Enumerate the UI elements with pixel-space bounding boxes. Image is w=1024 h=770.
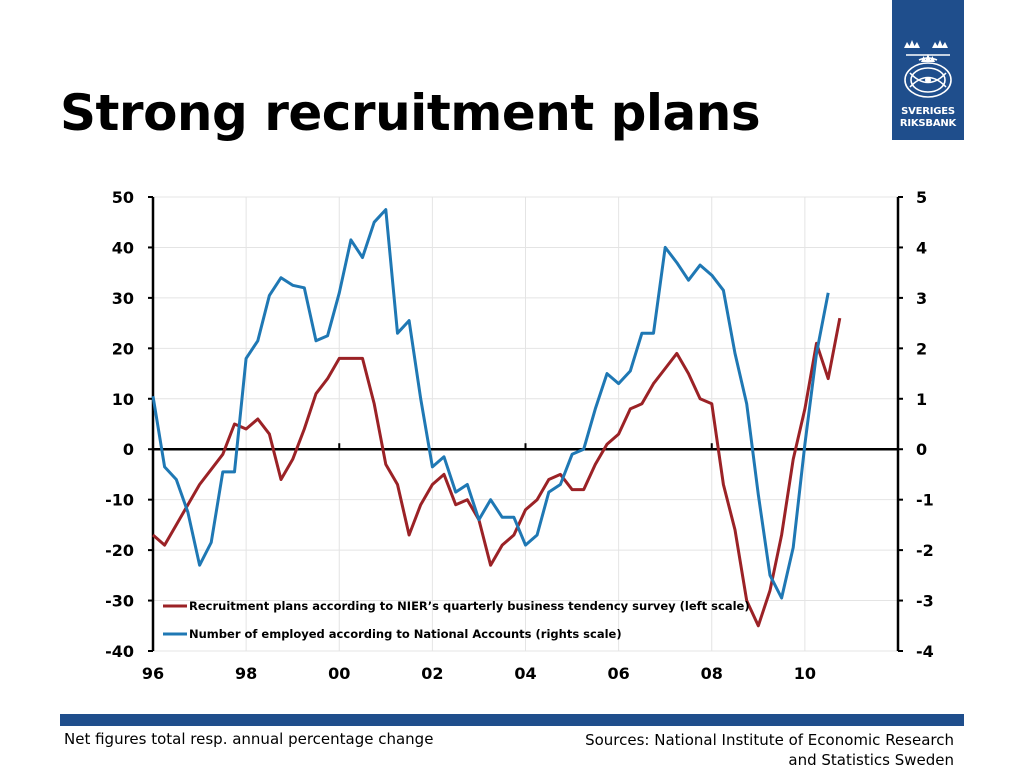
y-tick-label-left: -30 bbox=[105, 592, 134, 611]
y-tick-label-left: 40 bbox=[112, 238, 134, 257]
series-line-recruitment bbox=[152, 317, 842, 628]
series-line-employed bbox=[151, 208, 830, 600]
legend-label-employed: Number of employed according to National… bbox=[189, 627, 622, 641]
y-tick-label-right: 1 bbox=[916, 390, 927, 409]
x-tick-label: 02 bbox=[421, 664, 443, 683]
page-title: Strong recruitment plans bbox=[60, 84, 761, 142]
logo-text-line1: SVERIGES bbox=[901, 106, 955, 117]
y-tick-label-left: 20 bbox=[112, 339, 134, 358]
sources-text: Sources: National Institute of Economic … bbox=[585, 730, 954, 770]
riksbank-logo: SVERIGES RIKSBANK bbox=[892, 0, 964, 140]
y-tick-label-right: -4 bbox=[916, 642, 934, 661]
y-tick-label-right: 4 bbox=[916, 238, 927, 257]
sources-line-1: Sources: National Institute of Economic … bbox=[585, 731, 954, 749]
logo-text-line2: RIKSBANK bbox=[899, 118, 957, 129]
sources-line-2: and Statistics Sweden bbox=[788, 751, 954, 769]
x-tick-label: 98 bbox=[235, 664, 257, 683]
y-tick-label-right: -2 bbox=[916, 541, 934, 560]
y-tick-label-left: 50 bbox=[112, 188, 134, 207]
crown-icon bbox=[904, 40, 952, 98]
y-tick-label-left: -10 bbox=[105, 491, 134, 510]
y-tick-label-right: 0 bbox=[916, 440, 927, 459]
x-tick-label: 96 bbox=[142, 664, 164, 683]
y-tick-label-right: -3 bbox=[916, 592, 934, 611]
y-tick-label-left: -40 bbox=[105, 642, 134, 661]
y-tick-label-right: -1 bbox=[916, 491, 934, 510]
y-tick-label-right: 2 bbox=[916, 339, 927, 358]
x-tick-label: 06 bbox=[607, 664, 629, 683]
x-tick-label: 04 bbox=[514, 664, 536, 683]
x-tick-label: 00 bbox=[328, 664, 350, 683]
y-tick-label-right: 5 bbox=[916, 188, 927, 207]
footer-divider-bar bbox=[60, 714, 964, 726]
y-tick-label-left: 0 bbox=[123, 440, 134, 459]
legend-label-recruitment: Recruitment plans according to NIER’s qu… bbox=[189, 599, 750, 613]
footnote-text: Net figures total resp. annual percentag… bbox=[64, 730, 434, 748]
y-tick-label-right: 3 bbox=[916, 289, 927, 308]
y-tick-label-left: -20 bbox=[105, 541, 134, 560]
y-tick-label-left: 10 bbox=[112, 390, 134, 409]
x-tick-label: 08 bbox=[701, 664, 723, 683]
x-tick-label: 10 bbox=[794, 664, 816, 683]
y-tick-label-left: 30 bbox=[112, 289, 134, 308]
